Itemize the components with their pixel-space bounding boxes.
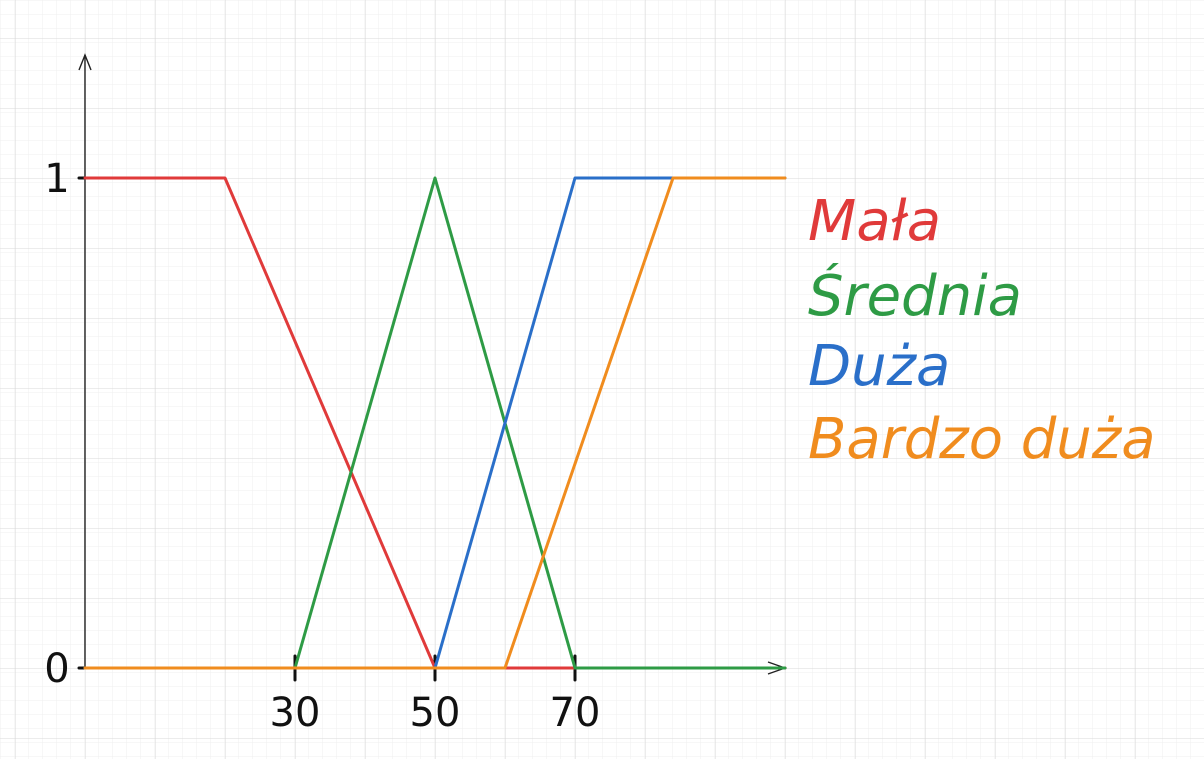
legend-label-2: Średnia [808, 264, 1022, 329]
legend-label-3: Duża [808, 334, 950, 399]
y-tick-label-1: 0 [44, 646, 69, 692]
legend-label-1: Mała [808, 189, 941, 254]
x-tick-label-3: 70 [550, 690, 601, 736]
y-axis-arrow-icon [78, 53, 92, 71]
legend-label-4: Bardzo duża [808, 407, 1156, 472]
series-line-4 [83, 176, 787, 670]
x-tick-label-1: 30 [270, 690, 321, 736]
series-layer [83, 176, 787, 670]
y-tick-label-2: 1 [44, 156, 69, 202]
ticks: 30 50 70 0 1 [44, 156, 600, 736]
x-tick-label-2: 50 [410, 690, 461, 736]
